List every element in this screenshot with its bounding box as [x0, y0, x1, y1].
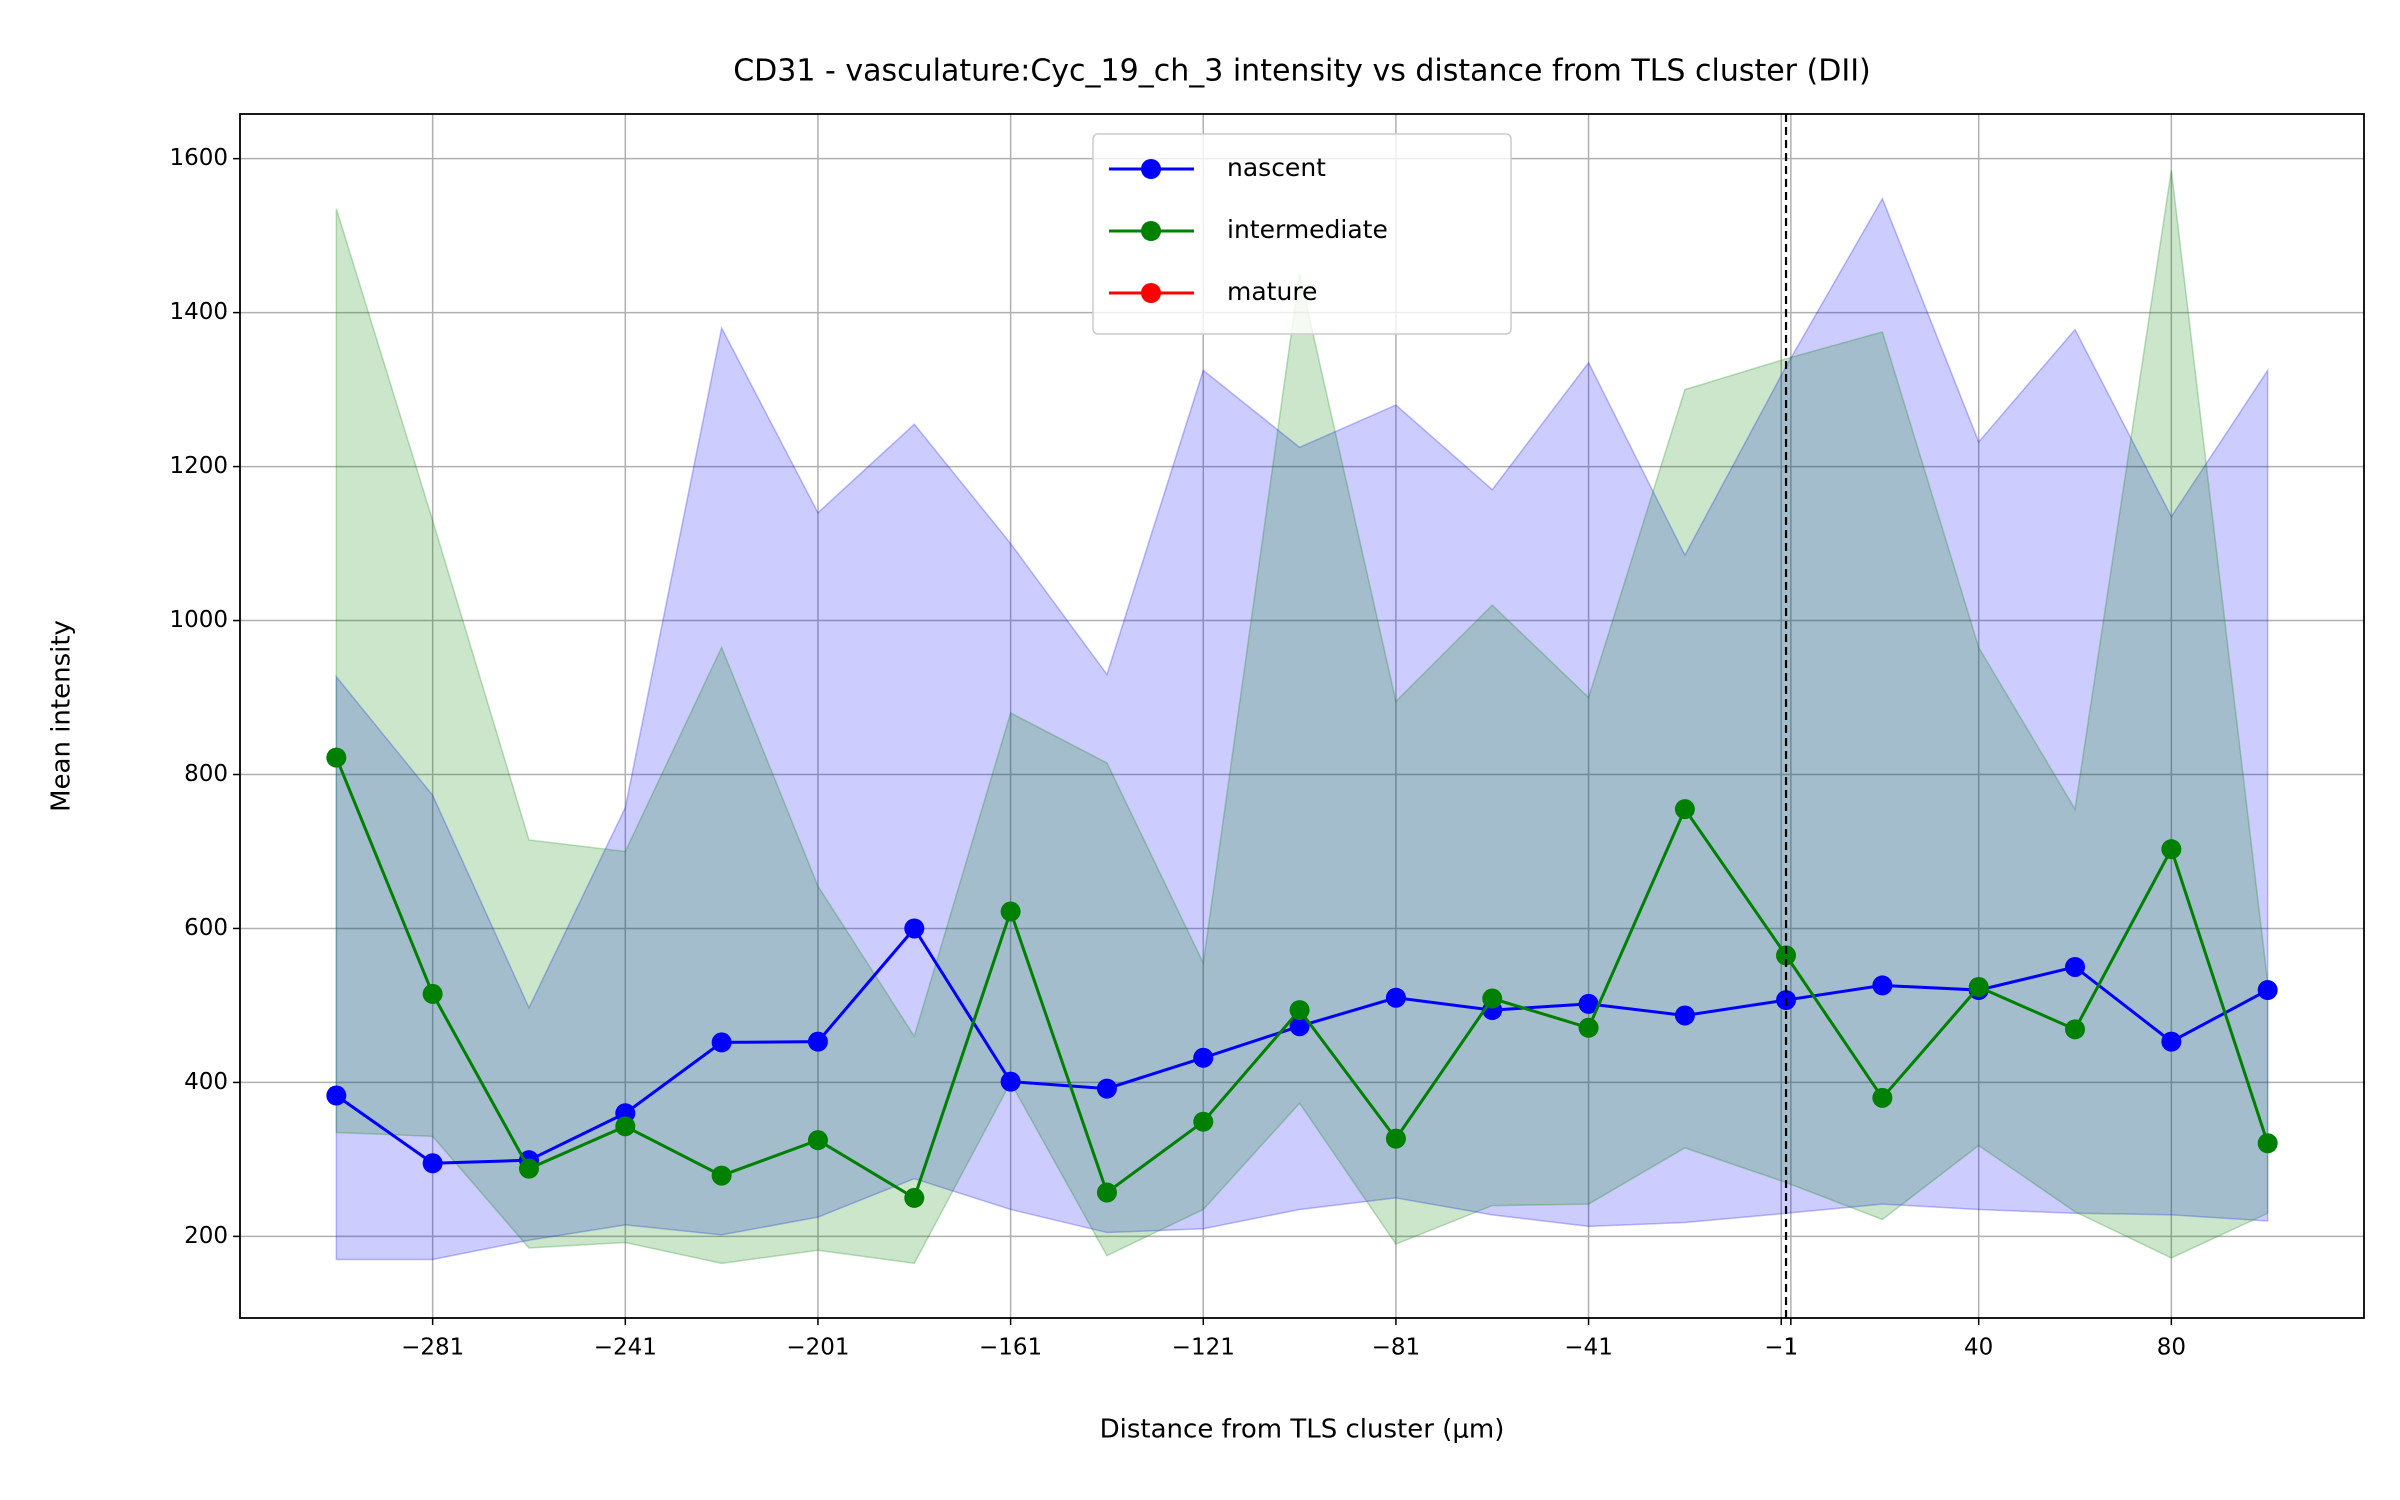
point-marker: [2161, 1031, 2182, 1052]
point-marker: [807, 1130, 828, 1151]
y-tick-label: 200: [184, 1223, 228, 1249]
point-marker: [1385, 987, 1406, 1008]
point-marker: [2161, 839, 2182, 860]
point-marker: [518, 1158, 539, 1179]
y-axis-label: Mean intensity: [47, 620, 77, 812]
legend-label: nascent: [1227, 153, 1326, 182]
y-tick-label: 600: [184, 915, 228, 941]
point-marker: [904, 918, 925, 939]
x-tick-label: −81: [1372, 1335, 1421, 1361]
x-tick-label: −1: [1764, 1335, 1798, 1361]
legend-marker: [1141, 221, 1161, 241]
x-tick-label: −201: [786, 1335, 849, 1361]
point-marker: [1674, 1005, 1695, 1026]
legend-label: intermediate: [1227, 215, 1388, 244]
legend: nascent intermediate mature: [1092, 133, 1512, 335]
point-marker: [422, 983, 443, 1004]
point-marker: [2065, 1019, 2086, 1040]
x-tick-label: −281: [401, 1335, 464, 1361]
y-tick-label: 1400: [169, 299, 228, 325]
x-tick-label: 1: [1784, 1335, 1799, 1361]
point-marker: [1578, 1017, 1599, 1038]
legend-box: [1092, 133, 1512, 335]
x-tick-label: 40: [1964, 1335, 1993, 1361]
point-marker: [422, 1153, 443, 1174]
point-marker: [904, 1187, 925, 1208]
point-marker: [1674, 799, 1695, 820]
grid: [240, 114, 2364, 1318]
point-marker: [1968, 976, 1989, 997]
point-marker: [1385, 1128, 1406, 1149]
x-tick-label: 80: [2157, 1335, 2186, 1361]
x-tick-label: −121: [1172, 1335, 1235, 1361]
point-marker: [1289, 1016, 1310, 1037]
point-marker: [615, 1116, 636, 1137]
chart-title: CD31 - vasculature:Cyc_19_ch_3 intensity…: [733, 54, 1871, 89]
point-marker: [1578, 993, 1599, 1014]
point-marker: [1096, 1078, 1117, 1099]
point-marker: [1872, 975, 1893, 996]
point-marker: [2065, 956, 2086, 977]
point-marker: [807, 1031, 828, 1052]
x-axis-label: Distance from TLS cluster (μm): [1100, 1415, 1505, 1445]
y-tick-label: 1600: [169, 145, 228, 171]
point-marker: [1776, 945, 1797, 966]
point-marker: [326, 747, 347, 768]
error-band: [335, 170, 2269, 1265]
x-tick-label: −41: [1564, 1335, 1613, 1361]
point-marker: [1193, 1047, 1214, 1068]
point-marker: [2257, 1133, 2278, 1154]
point-marker: [1096, 1182, 1117, 1203]
x-tick-label: −241: [594, 1335, 657, 1361]
y-tick-label: 1200: [169, 453, 228, 479]
point-marker: [1289, 1000, 1310, 1021]
legend-marker: [1141, 159, 1161, 179]
plot-frame: [239, 113, 2365, 1319]
y-tick-label: 800: [184, 761, 228, 787]
x-tick-label: −161: [979, 1335, 1042, 1361]
point-marker: [711, 1032, 732, 1053]
y-tick-label: 1000: [169, 607, 228, 633]
legend-label: mature: [1227, 277, 1317, 306]
point-marker: [1000, 901, 1021, 922]
point-marker: [1872, 1087, 1893, 1108]
point-marker: [1482, 988, 1503, 1009]
point-marker: [2257, 980, 2278, 1001]
point-marker: [1193, 1111, 1214, 1132]
point-marker: [326, 1085, 347, 1106]
point-marker: [1000, 1071, 1021, 1092]
legend-marker: [1141, 283, 1161, 303]
y-tick-label: 400: [184, 1069, 228, 1095]
point-marker: [711, 1165, 732, 1186]
